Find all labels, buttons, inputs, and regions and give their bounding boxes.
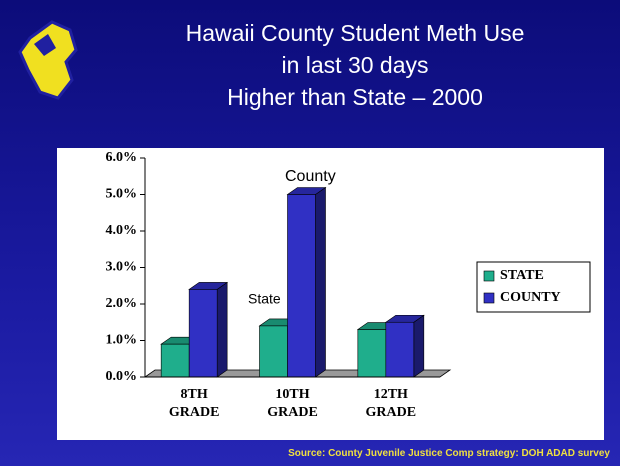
y-tick-label: 1.0% [106,333,138,348]
island-icon [18,20,78,100]
legend-box [476,261,591,313]
bar-side [413,314,425,378]
bar-side [216,281,228,378]
title-line: Higher than State – 2000 [227,84,483,110]
bar [188,281,229,378]
legend-label: COUNTY [500,290,561,305]
x-tick-label: 10TH GRADE [267,387,318,420]
island-detail [34,34,56,56]
source: Source: County Juvenile Justice Comp str… [288,448,610,459]
bar-front [357,329,387,378]
annotation: State [248,291,281,307]
legend-label: STATE [500,268,544,283]
bar [384,314,425,378]
bar-side [315,186,326,378]
annotation: County [285,168,336,185]
title-line: Hawaii County Student Meth Use [185,20,525,46]
title-line: in last 30 days [281,52,429,78]
bar [286,186,327,378]
bar-front [287,194,316,378]
x-tick-label: 8TH GRADE [168,387,220,420]
y-tick-label: 3.0% [106,260,138,275]
y-tick-label: 4.0% [106,223,138,238]
bar-front [188,289,218,378]
bar-front [160,343,190,378]
x-tick-label: 12TH GRADE [365,387,417,420]
y-tick-label: 5.0% [106,187,138,202]
legend-swatch [483,270,495,282]
legend-swatch [483,292,495,304]
y-tick-label: 2.0% [106,296,138,311]
y-tick-label: 6.0% [106,150,138,165]
bar-front [385,321,415,378]
y-tick-label: 0.0% [106,369,138,384]
bar-front [259,325,288,378]
